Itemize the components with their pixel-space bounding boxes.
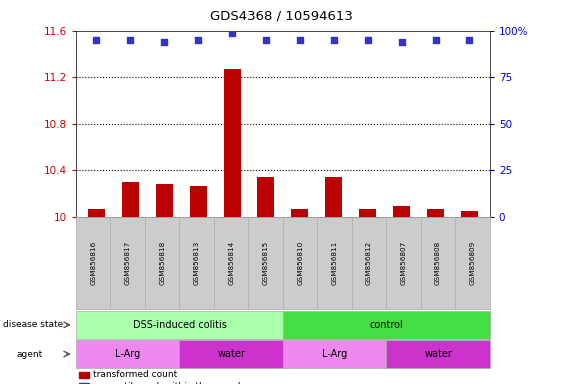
Text: agent: agent [17,349,43,359]
Text: GSM856816: GSM856816 [90,241,96,285]
Text: GDS4368 / 10594613: GDS4368 / 10594613 [210,10,353,23]
Text: disease state: disease state [3,320,63,329]
Bar [224,69,240,217]
Point [160,39,169,45]
Text: GSM856817: GSM856817 [125,241,131,285]
Point [431,37,440,43]
Text: GSM856807: GSM856807 [401,241,406,285]
Text: percentile rank within the sample: percentile rank within the sample [93,382,246,384]
Point [92,37,101,43]
Point [329,37,338,43]
Bar [88,209,105,217]
Point [397,39,406,45]
Point [227,30,236,36]
Bar [427,209,444,217]
Point [363,37,372,43]
Text: GSM856809: GSM856809 [470,241,476,285]
Text: transformed count: transformed count [93,370,177,379]
Bar [325,177,342,217]
Bar [461,211,478,217]
Text: GSM856808: GSM856808 [435,241,441,285]
Text: L-Arg: L-Arg [322,349,347,359]
Bar [393,207,410,217]
Text: DSS-induced colitis: DSS-induced colitis [132,320,226,330]
Bar [359,209,376,217]
Point [296,37,305,43]
Bar [156,184,173,217]
Text: GSM856810: GSM856810 [297,241,303,285]
Bar [190,185,207,217]
Bar [292,209,309,217]
Point [465,37,474,43]
Text: L-Arg: L-Arg [115,349,140,359]
Text: GSM856815: GSM856815 [263,241,269,285]
Text: GSM856814: GSM856814 [228,241,234,285]
Bar [257,177,274,217]
Text: GSM856812: GSM856812 [366,241,372,285]
Text: GSM856811: GSM856811 [332,241,338,285]
Text: GSM856818: GSM856818 [159,241,165,285]
Text: water: water [217,349,245,359]
Text: water: water [424,349,452,359]
Text: GSM856813: GSM856813 [194,241,200,285]
Bar [122,182,138,217]
Text: control: control [369,320,403,330]
Point [261,37,270,43]
Point [194,37,203,43]
Point [126,37,135,43]
